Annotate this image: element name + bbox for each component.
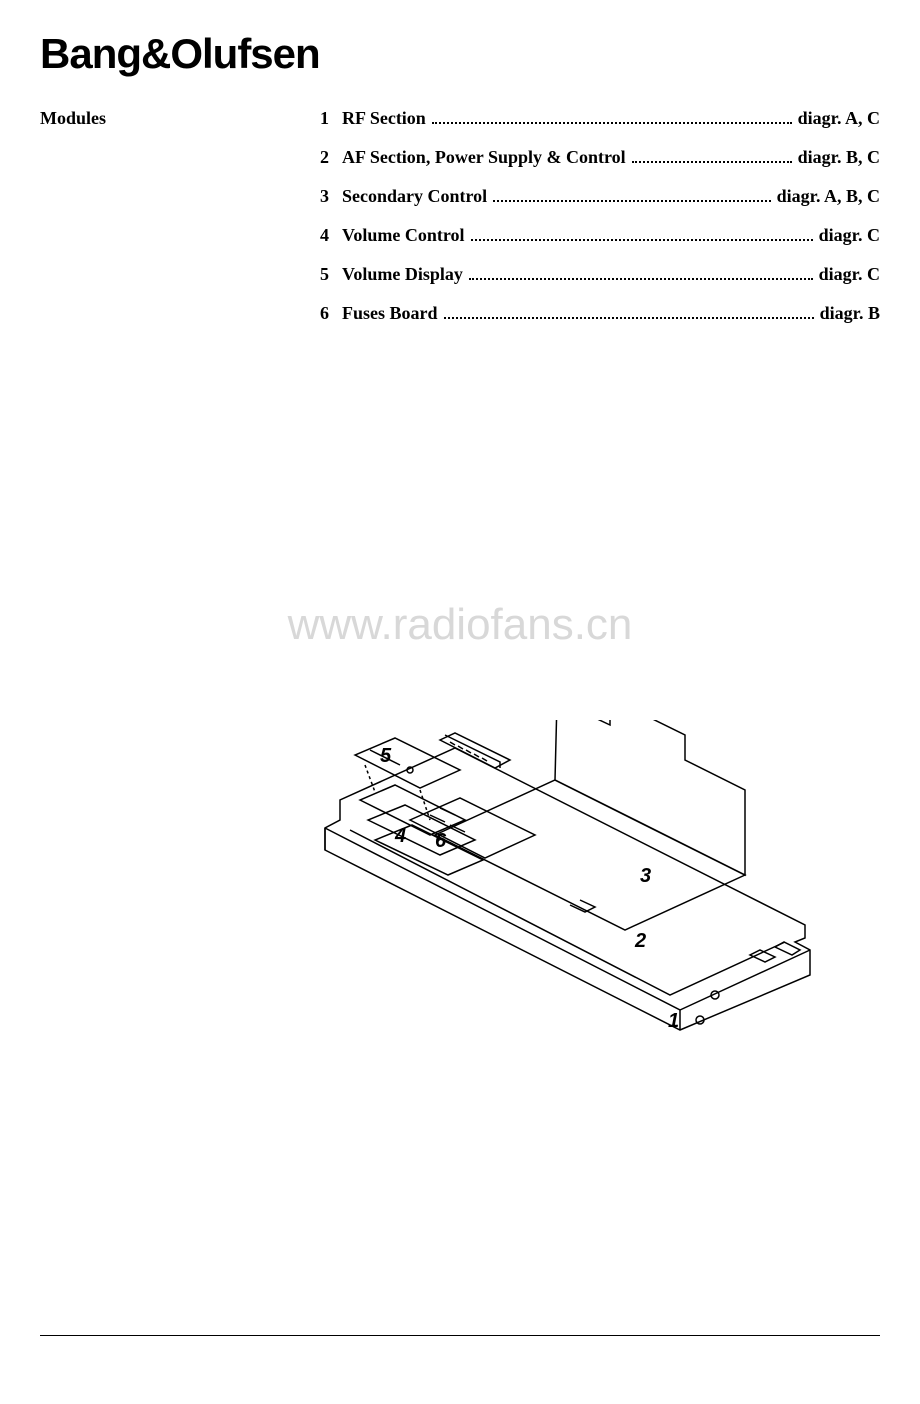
module-row: 1RF Section diagr. A, C — [320, 108, 880, 129]
module-diagram-ref: diagr. B, C — [798, 147, 880, 168]
module-diagram-ref: diagr. C — [819, 225, 880, 246]
module-diagram-ref: diagr. A, B, C — [777, 186, 880, 207]
module-name: RF Section — [342, 108, 426, 129]
dotted-leader — [469, 278, 813, 280]
dotted-leader — [471, 239, 813, 241]
module-number: 4 — [320, 225, 342, 246]
module-row: 2AF Section, Power Supply & Control diagr… — [320, 147, 880, 168]
module-row: 3Secondary Control diagr. A, B, C — [320, 186, 880, 207]
module-number: 6 — [320, 303, 342, 324]
module-number: 2 — [320, 147, 342, 168]
module-diagram-ref: diagr. C — [819, 264, 880, 285]
diagram-label: 5 — [380, 745, 391, 768]
brand-logo: Bang&Olufsen — [40, 30, 880, 78]
diagram-label: 2 — [635, 930, 646, 953]
module-row: 5Volume Display diagr. C — [320, 264, 880, 285]
dotted-leader — [444, 317, 814, 319]
section-title: Modules — [40, 108, 290, 129]
module-name: Secondary Control — [342, 186, 487, 207]
footer-divider — [40, 1335, 880, 1336]
module-number: 3 — [320, 186, 342, 207]
module-number: 5 — [320, 264, 342, 285]
module-number: 1 — [320, 108, 342, 129]
dotted-leader — [493, 200, 770, 202]
modules-list: 1RF Section diagr. A, C 2AF Section, Power… — [320, 108, 880, 342]
watermark-text: www.radiofans.cn — [0, 600, 920, 650]
module-diagram-ref: diagr. A, C — [798, 108, 880, 129]
diagram-label: 3 — [640, 865, 651, 888]
module-row: 6Fuses Board diagr. B — [320, 303, 880, 324]
dotted-leader — [432, 122, 792, 124]
diagram-label: 4 — [395, 825, 406, 848]
dotted-leader — [632, 161, 792, 163]
content-area: Modules 1RF Section diagr. A, C 2AF Sectio… — [40, 108, 880, 342]
left-column: Modules — [40, 108, 290, 342]
module-row: 4Volume Control diagr. C — [320, 225, 880, 246]
module-name: Volume Control — [342, 225, 465, 246]
exploded-diagram: 5 4 6 3 2 1 — [300, 720, 860, 1060]
module-name: Volume Display — [342, 264, 463, 285]
module-diagram-ref: diagr. B — [820, 303, 880, 324]
module-name: Fuses Board — [342, 303, 438, 324]
diagram-label: 1 — [668, 1010, 679, 1033]
diagram-label: 6 — [435, 830, 446, 853]
module-name: AF Section, Power Supply & Control — [342, 147, 626, 168]
